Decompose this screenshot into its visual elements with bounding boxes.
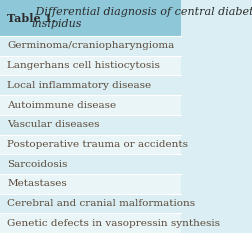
- Text: Local inflammatory disease: Local inflammatory disease: [7, 81, 151, 90]
- Bar: [0, 194, 180, 213]
- Text: Langerhans cell histiocytosis: Langerhans cell histiocytosis: [7, 61, 160, 70]
- Text: Vascular diseases: Vascular diseases: [7, 120, 99, 129]
- Text: Cerebral and cranial malformations: Cerebral and cranial malformations: [7, 199, 195, 208]
- Bar: [0, 213, 180, 233]
- Bar: [0, 115, 180, 135]
- Bar: [0, 75, 180, 95]
- Text: Autoimmune disease: Autoimmune disease: [7, 100, 116, 110]
- Bar: [0, 135, 180, 154]
- Bar: [0, 154, 180, 174]
- Text: Sarcoidosis: Sarcoidosis: [7, 160, 67, 169]
- Bar: [0, 36, 180, 56]
- Bar: [0, 174, 180, 194]
- Bar: [0, 0, 180, 36]
- Text: Germinoma/craniopharyngioma: Germinoma/craniopharyngioma: [7, 41, 174, 51]
- Text: Postoperative trauma or accidents: Postoperative trauma or accidents: [7, 140, 187, 149]
- Text: Table 1.: Table 1.: [7, 13, 56, 24]
- Text: Differential diagnosis of central diabetes
insipidus: Differential diagnosis of central diabet…: [32, 7, 252, 29]
- Text: Metastases: Metastases: [7, 179, 67, 188]
- Bar: [0, 95, 180, 115]
- Bar: [0, 56, 180, 75]
- Text: Genetic defects in vasopressin synthesis: Genetic defects in vasopressin synthesis: [7, 219, 219, 228]
